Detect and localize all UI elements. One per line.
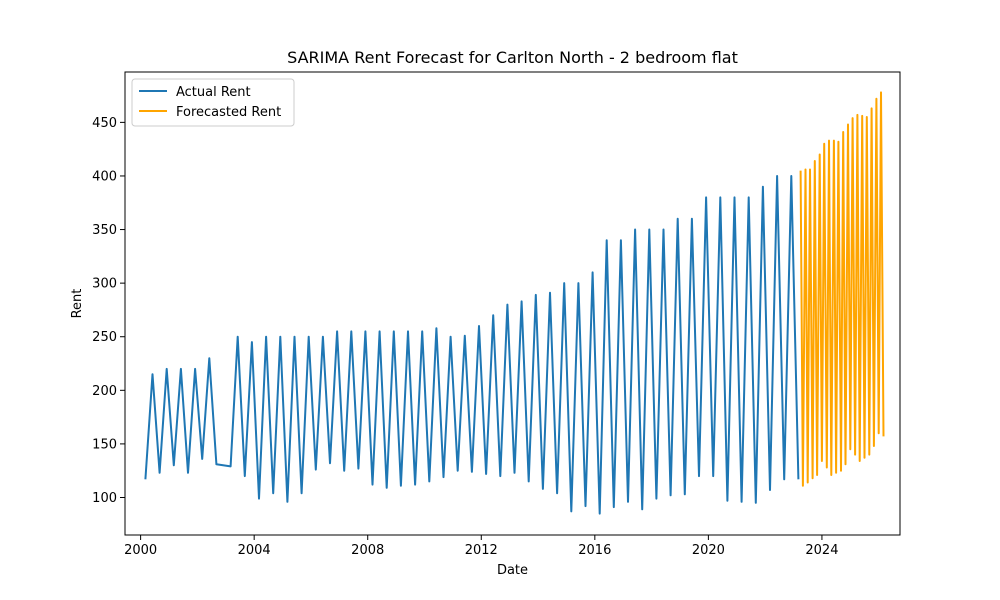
- x-tick-label: 2024: [805, 543, 838, 558]
- y-tick-label: 150: [92, 437, 117, 452]
- y-tick-label: 300: [92, 277, 117, 292]
- legend-label-actual-rent: Actual Rent: [176, 85, 251, 100]
- y-tick-label: 200: [92, 384, 117, 399]
- y-tick-label: 350: [92, 223, 117, 238]
- x-tick-label: 2012: [465, 543, 498, 558]
- y-tick-label: 450: [92, 116, 117, 131]
- legend: Actual Rent Forecasted Rent: [131, 78, 295, 127]
- series-line-actual-rent: [144, 175, 800, 515]
- x-tick-label: 2008: [351, 543, 384, 558]
- y-tick-label: 250: [92, 330, 117, 345]
- plot-frame: [124, 71, 901, 536]
- x-tick-label: 2016: [578, 543, 611, 558]
- x-tick-label: 2020: [692, 543, 725, 558]
- y-tick-label: 100: [92, 491, 117, 506]
- legend-label-forecasted-rent: Forecasted Rent: [176, 105, 281, 120]
- chart-title: SARIMA Rent Forecast for Carlton North -…: [287, 48, 738, 67]
- y-tick-label: 400: [92, 169, 117, 184]
- x-tick-label: 2004: [238, 543, 271, 558]
- y-axis-title: Rent: [70, 289, 85, 319]
- x-axis-title: Date: [497, 563, 528, 578]
- y-axis: 100 150 200 250 300 350 400 450: [92, 116, 125, 506]
- series-line-forecasted-rent: [799, 91, 885, 487]
- legend-box: [131, 78, 295, 127]
- series-layer: [144, 91, 885, 515]
- x-axis: 2000 2004 2008 2012 2016 2020 2024: [124, 535, 838, 558]
- x-tick-label: 2000: [124, 543, 157, 558]
